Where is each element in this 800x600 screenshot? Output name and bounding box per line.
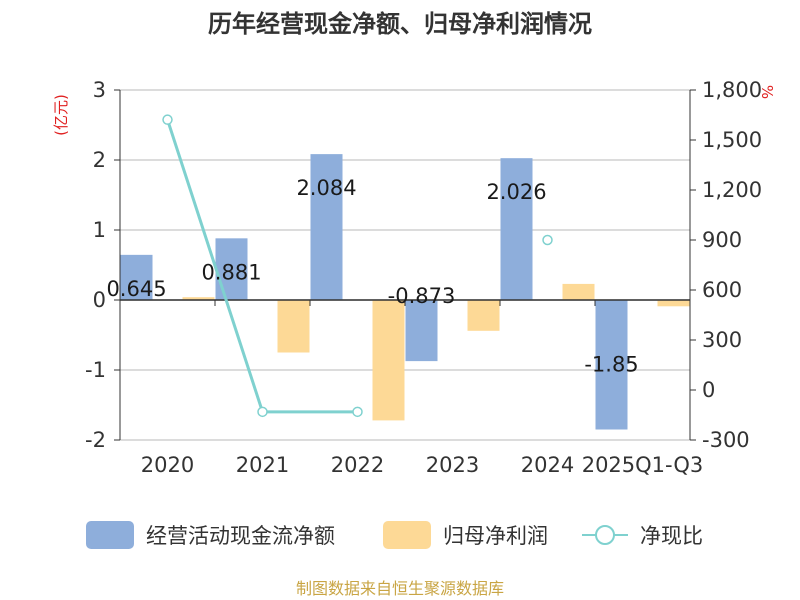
x-axis-tick-label: 2021	[236, 453, 289, 477]
data-source-note: 制图数据来自恒生聚源数据库	[296, 579, 504, 598]
left-axis-unit: (亿元)	[52, 94, 70, 136]
legend-label-ratio: 净现比	[640, 524, 703, 548]
net-profit-bar	[372, 300, 405, 421]
legend-label-cashflow: 经营活动现金流净额	[146, 524, 335, 548]
cashflow-bar	[500, 158, 533, 300]
cashflow-data-label: 2.084	[296, 176, 356, 200]
x-axis-tick-label: 2022	[331, 453, 384, 477]
net-profit-bar	[467, 300, 500, 331]
right-axis-tick-label: -300	[702, 428, 750, 452]
left-axis-tick-label: 3	[93, 78, 106, 102]
x-axis-tick-label: 2020	[141, 453, 194, 477]
cashflow-data-label: -0.873	[388, 284, 456, 308]
left-axis-tick-label: 1	[93, 218, 106, 242]
right-axis-tick-label: 1,500	[702, 128, 762, 152]
net-profit-bar	[182, 297, 215, 300]
left-axis-tick-label: 0	[93, 288, 106, 312]
cashflow-data-label: 2.026	[486, 180, 546, 204]
ratio-point	[257, 406, 268, 418]
right-axis-tick-label: 1,800	[702, 78, 762, 102]
cashflow-bar	[405, 300, 438, 362]
right-axis-tick-label: 300	[702, 328, 742, 352]
right-axis-unit: %	[758, 85, 776, 99]
left-axis-tick-label: -1	[85, 358, 106, 382]
x-axis-tick-label: 2025Q1-Q3	[582, 453, 704, 477]
left-axis-tick-label: 2	[93, 148, 106, 172]
legend-label-net-profit: 归母净利润	[443, 524, 548, 548]
legend-swatch-cashflow	[86, 521, 134, 549]
x-axis-tick-label: 2023	[426, 453, 479, 477]
left-axis-tick-label: -2	[85, 428, 106, 452]
ratio-point	[542, 234, 553, 246]
cashflow-bar	[215, 238, 248, 300]
legend-swatch-net-profit	[383, 521, 431, 549]
chart-title: 历年经营现金净额、归母净利润情况	[208, 10, 592, 38]
right-axis-tick-label: 900	[702, 228, 742, 252]
right-axis-tick-label: 0	[702, 378, 715, 402]
ratio-point	[162, 114, 173, 125]
x-axis-tick-label: 2024	[521, 453, 574, 477]
cashflow-data-label: -1.85	[584, 353, 638, 377]
cashflow-data-label: 0.881	[201, 260, 261, 284]
cashflow-bar	[595, 300, 628, 430]
net-profit-bar	[657, 300, 690, 307]
ratio-point	[352, 406, 363, 418]
legend-swatch-ratio-marker	[595, 525, 615, 545]
net-profit-bar	[277, 300, 310, 353]
net-profit-bar	[562, 283, 595, 300]
cashflow-bar	[310, 154, 343, 300]
right-axis-tick-label: 1,200	[702, 178, 762, 202]
right-axis-tick-label: 600	[702, 278, 742, 302]
cashflow-data-label: 0.645	[106, 277, 166, 301]
cashflow-bar	[120, 254, 153, 300]
